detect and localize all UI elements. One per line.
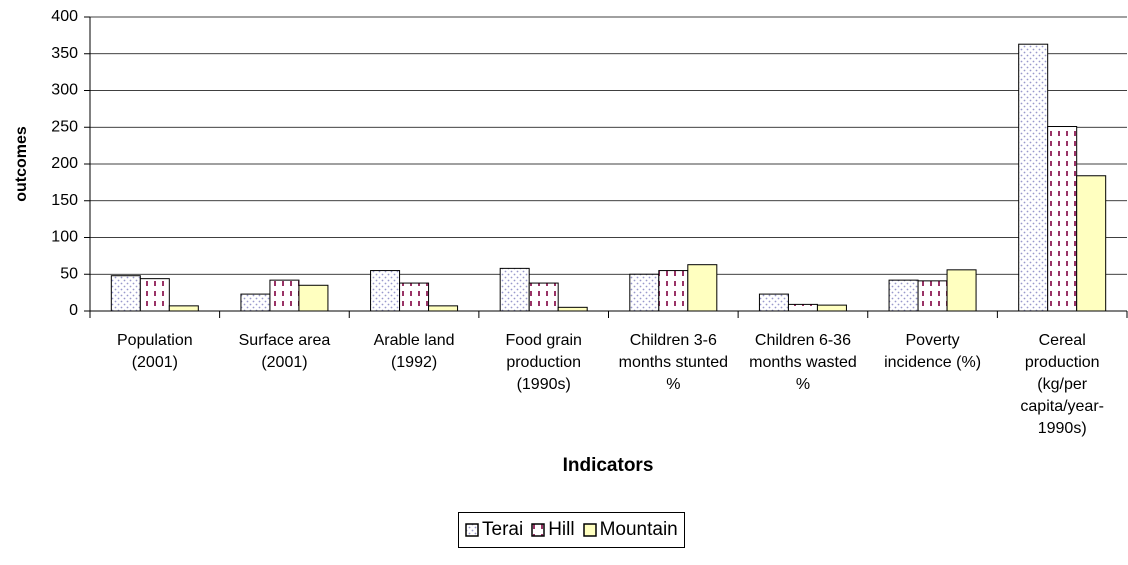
- legend-swatch: [531, 523, 545, 537]
- x-tick-label: Children 6-36 months wasted %: [749, 332, 857, 393]
- bar: [399, 282, 430, 312]
- bar: [816, 304, 847, 312]
- bar: [658, 270, 689, 312]
- x-tick-label: Arable land (1992): [373, 332, 455, 371]
- legend-swatch-rect: [582, 523, 597, 537]
- y-tick-label: 200: [51, 155, 78, 172]
- legend-label: Mountain: [599, 519, 678, 540]
- legend-label: Hill: [548, 519, 575, 540]
- bar: [557, 306, 588, 312]
- y-tick-label: 350: [51, 45, 78, 62]
- legend-item: Mountain: [582, 519, 678, 541]
- legend-item: Hill: [531, 519, 575, 541]
- bar: [370, 270, 401, 312]
- bar: [168, 305, 199, 312]
- legend-swatch-rect: [531, 523, 545, 537]
- y-axis-title: outcomes: [13, 126, 30, 202]
- bar: [917, 280, 948, 312]
- bar: [528, 282, 559, 312]
- legend-item: Terai: [465, 519, 523, 541]
- bar: [1076, 175, 1107, 312]
- bar: [946, 269, 977, 312]
- bar: [1018, 43, 1049, 312]
- bar: [428, 305, 459, 312]
- legend-swatch-rect: [465, 523, 479, 537]
- x-axis-title: Indicators: [563, 455, 654, 476]
- legend: Terai Hill Mountain: [458, 512, 685, 548]
- y-tick-label: 100: [51, 229, 78, 246]
- x-tick-label: Poverty incidence (%): [884, 332, 982, 371]
- y-tick-label: 150: [51, 192, 78, 209]
- y-tick-label: 300: [51, 82, 78, 99]
- y-tick-label: 250: [51, 118, 78, 135]
- y-tick-label: 400: [51, 8, 78, 25]
- x-tick-label: Population (2001): [117, 332, 193, 371]
- bar: [787, 303, 818, 312]
- bar: [240, 293, 271, 312]
- bar: [298, 284, 329, 312]
- x-tick-label: Cereal production (kg/per capita/year-19…: [1020, 332, 1104, 437]
- legend-swatch: [582, 523, 597, 537]
- bar: [629, 273, 660, 312]
- legend-label: Terai: [482, 519, 524, 540]
- x-tick-label: Children 3-6 months stunted %: [618, 332, 729, 393]
- bar: [1047, 126, 1078, 312]
- bar: [110, 275, 141, 312]
- bar: [499, 267, 530, 312]
- bar: [687, 264, 718, 312]
- bar: [139, 278, 170, 312]
- bar: [269, 279, 300, 312]
- x-tick-label: Surface area (2001): [238, 332, 331, 371]
- bar: [758, 293, 789, 312]
- bar: [888, 279, 919, 312]
- x-tick-label: Food grain production (1990s): [505, 332, 582, 393]
- legend-swatch: [465, 523, 479, 537]
- y-tick-label: 0: [69, 302, 78, 319]
- y-tick-label: 50: [60, 265, 78, 282]
